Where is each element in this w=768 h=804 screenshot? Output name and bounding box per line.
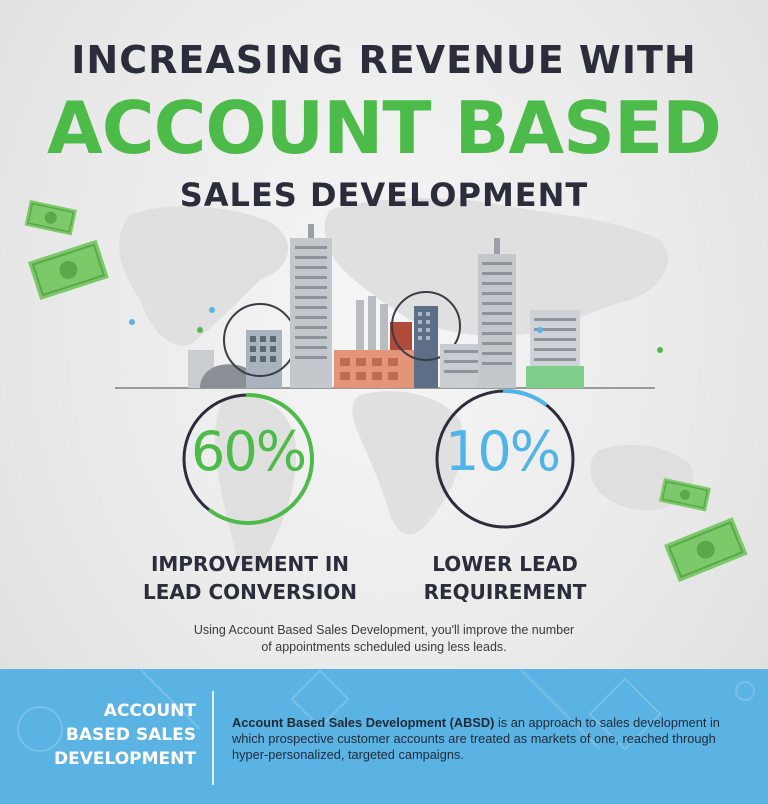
stat-label-line: LOWER LEAD: [432, 552, 578, 576]
definition-footer: ACCOUNT BASED SALES DEVELOPMENT Account …: [0, 669, 768, 804]
stat-value-lead-requirement: 10%: [444, 420, 561, 483]
money-bill-icon: [659, 478, 711, 512]
footer-decoration: [17, 669, 755, 752]
title-line-3: SALES DEVELOPMENT: [179, 176, 589, 214]
stat-ring-60: [182, 393, 314, 525]
definition-body: is an approach to sales development in w…: [232, 715, 720, 762]
stat-ring-10: [435, 389, 575, 529]
caption-line: of appointments scheduled using less lea…: [261, 640, 507, 654]
footer-definition: Account Based Sales Development (ABSD) i…: [232, 715, 742, 763]
title-line-1: INCREASING REVENUE WITH: [71, 38, 697, 82]
caption: Using Account Based Sales Development, y…: [150, 622, 618, 656]
footer-heading-line: DEVELOPMENT: [54, 749, 196, 769]
money-bill-icon: [28, 239, 109, 301]
stat-label-line: LEAD CONVERSION: [143, 580, 357, 604]
title-line-2: ACCOUNT BASED: [47, 86, 722, 170]
stat-value-lead-conversion: 60%: [190, 420, 307, 483]
footer-heading-line: ACCOUNT: [103, 701, 196, 721]
footer-heading-line: BASED SALES: [65, 725, 196, 745]
money-bill-icon: [664, 517, 748, 583]
stat-label-lead-conversion: IMPROVEMENT IN LEAD CONVERSION: [130, 550, 370, 606]
definition-term: Account Based Sales Development (ABSD): [232, 715, 495, 730]
money-bill-icon: [24, 200, 77, 236]
stat-label-line: IMPROVEMENT IN: [150, 552, 350, 576]
city-skyline-illustration: [115, 224, 663, 389]
footer-heading: ACCOUNT BASED SALES DEVELOPMENT: [30, 699, 196, 771]
caption-line: Using Account Based Sales Development, y…: [193, 623, 575, 637]
stat-label-line: REQUIREMENT: [423, 580, 587, 604]
stat-label-lead-requirement: LOWER LEAD REQUIREMENT: [400, 550, 610, 606]
footer-divider: [212, 691, 214, 785]
